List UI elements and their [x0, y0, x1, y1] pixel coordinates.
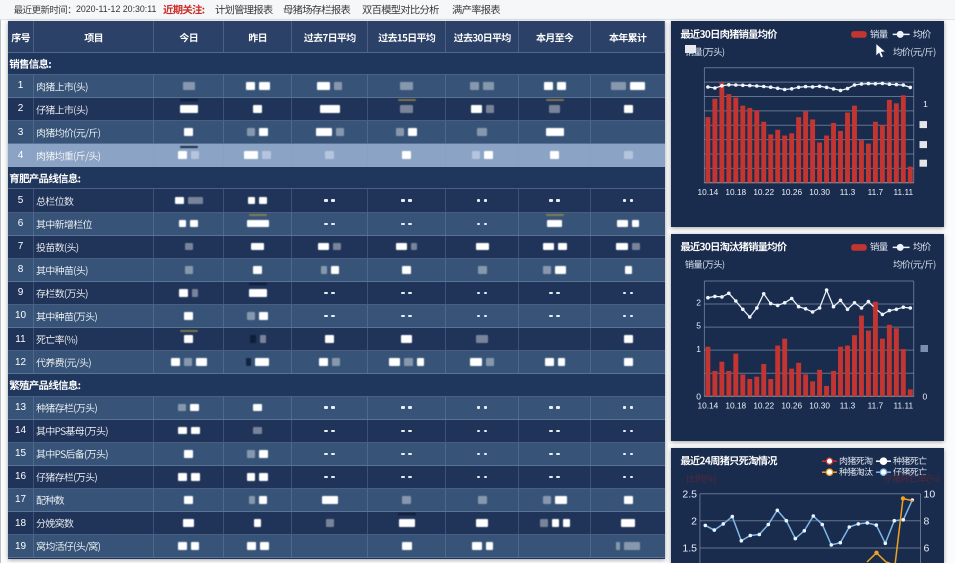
svg-text:10.14: 10.14: [698, 187, 719, 197]
svg-text:0: 0: [696, 391, 701, 401]
svg-text:2: 2: [691, 515, 697, 527]
svg-text:10.18: 10.18: [725, 187, 746, 197]
svg-text:10.22: 10.22: [753, 187, 774, 197]
svg-text:10.26: 10.26: [781, 400, 802, 410]
svg-text:11.11: 11.11: [894, 400, 914, 410]
svg-text:1: 1: [696, 344, 701, 354]
svg-text:10.18: 10.18: [725, 400, 746, 410]
svg-text:1: 1: [923, 99, 928, 109]
svg-text:1.5: 1.5: [682, 542, 697, 554]
svg-text:10.30: 10.30: [809, 400, 830, 410]
svg-text:10: 10: [924, 488, 936, 500]
svg-text:6: 6: [924, 542, 930, 554]
svg-text:11.3: 11.3: [840, 400, 856, 410]
svg-text:11.11: 11.11: [894, 187, 914, 197]
svg-text:0: 0: [923, 391, 928, 401]
svg-text:11.7: 11.7: [868, 400, 884, 410]
svg-text:10.14: 10.14: [698, 400, 719, 410]
svg-text:2: 2: [696, 297, 701, 307]
svg-text:2.5: 2.5: [682, 488, 697, 500]
svg-text:10.30: 10.30: [809, 187, 830, 197]
svg-text:11.7: 11.7: [868, 187, 884, 197]
svg-text:10.26: 10.26: [781, 187, 802, 197]
svg-text:8: 8: [924, 515, 930, 527]
svg-text:5: 5: [696, 320, 701, 330]
svg-text:10.22: 10.22: [753, 400, 774, 410]
svg-text:11.3: 11.3: [840, 187, 856, 197]
